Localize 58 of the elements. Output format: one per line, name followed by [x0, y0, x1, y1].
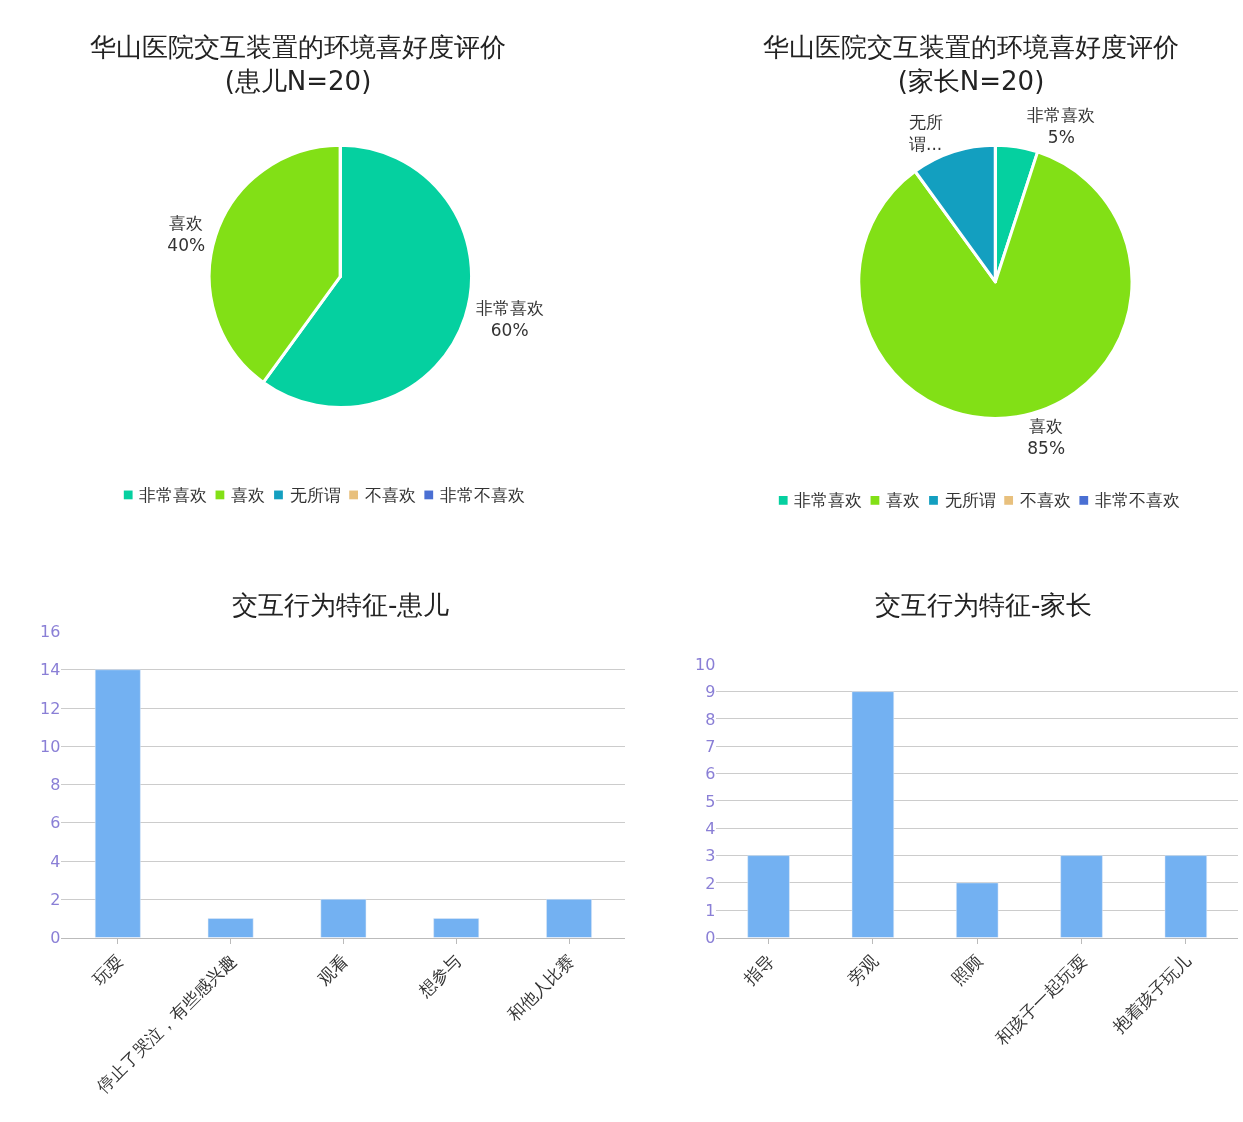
legend-label: 非常不喜欢	[440, 485, 525, 505]
bar	[207, 918, 254, 938]
legend-label: 无所谓	[290, 485, 341, 505]
x-tick-label: 旁观	[843, 950, 882, 989]
y-tick-label: 6	[705, 764, 716, 784]
y-tick-label: 4	[50, 851, 61, 871]
x-tick-label: 观看	[314, 950, 353, 989]
bar	[956, 882, 999, 938]
bar	[546, 899, 592, 938]
data-label: 喜欢 40%	[167, 212, 206, 255]
y-tick-label: 14	[40, 660, 61, 680]
chart-title: 华山医院交互装置的环境喜好度评价 (家长N=20)	[763, 32, 1179, 96]
data-label: 喜欢 85%	[1027, 416, 1066, 459]
legend-label: 不喜欢	[365, 485, 416, 505]
y-tick-label: 8	[50, 775, 61, 795]
bar	[851, 691, 894, 938]
y-tick-label: 1	[705, 900, 716, 920]
y-tick-label: 10	[40, 736, 61, 756]
legend-label: 非常喜欢	[139, 485, 207, 505]
y-tick-label: 9	[705, 682, 716, 702]
legend-label: 无所谓	[945, 490, 996, 510]
y-tick-label: 2	[705, 873, 716, 893]
bar	[1060, 855, 1103, 938]
x-tick-label: 和他人比赛	[503, 950, 578, 1025]
y-tick-label: 8	[705, 709, 716, 729]
chart-title: 华山医院交互装置的环境喜好度评价 (患儿N=20)	[90, 32, 506, 96]
bar	[747, 855, 790, 938]
data-label: 无所谓...	[908, 111, 943, 154]
x-tick-label: 想参与	[414, 950, 466, 1002]
legend-label: 不喜欢	[1020, 490, 1071, 510]
x-tick-label: 和孩子一起玩耍	[992, 950, 1091, 1049]
y-tick-label: 3	[705, 846, 716, 866]
y-tick-label: 7	[705, 736, 716, 756]
x-tick-label: 照顾	[947, 950, 987, 989]
bar	[94, 669, 141, 938]
y-tick-label: 0	[50, 928, 61, 948]
y-tick-label: 10	[695, 654, 716, 674]
y-tick-label: 6	[50, 813, 61, 833]
chart-title: 交互行为特征-患儿	[232, 590, 450, 620]
bar	[320, 899, 367, 938]
y-tick-label: 2	[50, 889, 61, 909]
data-label: 非常喜欢 60%	[475, 297, 544, 340]
y-tick-label: 5	[705, 791, 716, 811]
data-label: 非常喜欢 5%	[1027, 105, 1096, 148]
x-tick-label: 指导	[738, 950, 778, 990]
legend-label: 非常喜欢	[794, 490, 862, 510]
x-tick-label: 抱着孩子玩儿	[1108, 950, 1195, 1037]
legend-label: 喜欢	[886, 490, 920, 510]
y-tick-label: 0	[705, 928, 716, 948]
x-tick-label: 玩耍	[88, 950, 127, 989]
legend-label: 喜欢	[231, 485, 265, 505]
bar	[1164, 855, 1207, 938]
legend-label: 非常不喜欢	[1095, 490, 1180, 510]
y-tick-label: 12	[40, 698, 61, 718]
chart-title: 交互行为特征-家长	[875, 590, 1093, 620]
y-tick-label: 16	[40, 622, 61, 642]
bar	[433, 918, 480, 938]
y-tick-label: 4	[705, 818, 716, 838]
